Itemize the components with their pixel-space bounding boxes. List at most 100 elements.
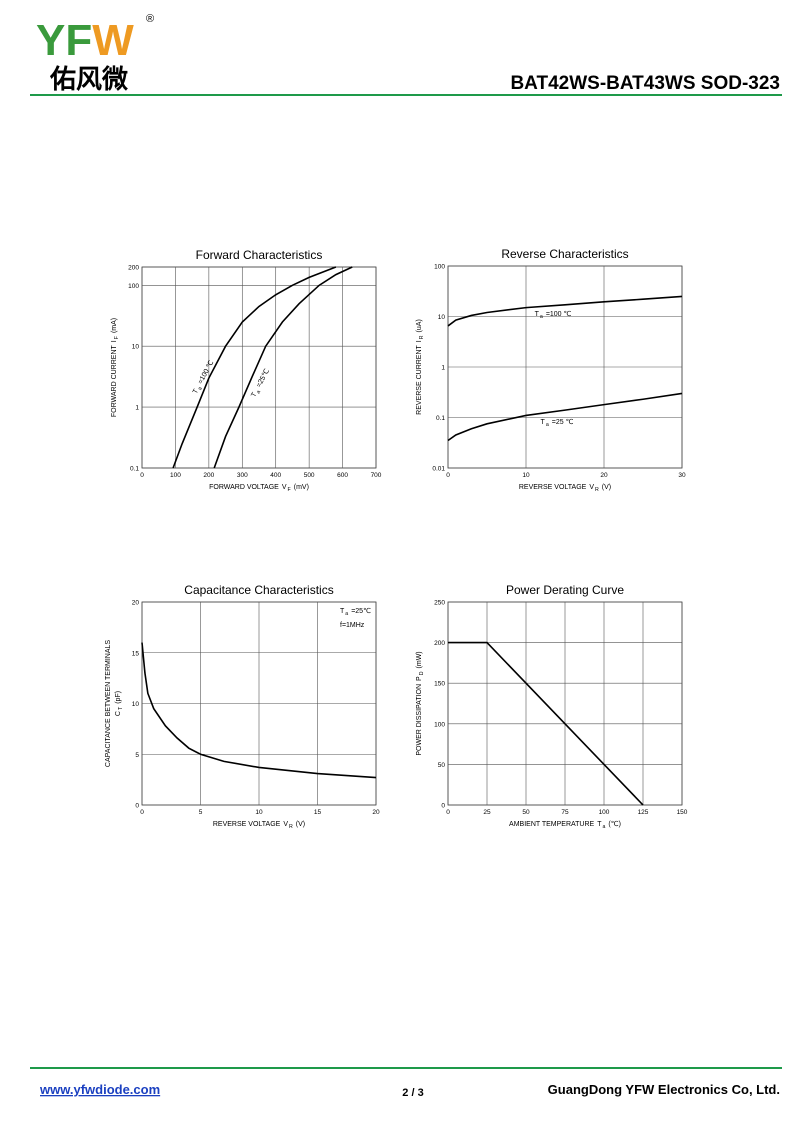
series-line <box>447 295 683 327</box>
label-part: D <box>419 671 425 675</box>
label-part: T <box>250 391 259 399</box>
label-part: T <box>118 706 124 710</box>
label-part: a <box>345 611 348 617</box>
label-part: (pF) <box>115 691 122 704</box>
label-part: POWER DISSIPATION <box>416 684 423 756</box>
label-part: V <box>282 484 287 491</box>
label-part: REVERSE VOLTAGE <box>519 484 587 491</box>
label-part: T <box>597 821 602 828</box>
label-part: =25℃ <box>351 608 371 615</box>
series-line <box>213 266 353 469</box>
y-tick-label: 200 <box>128 265 139 272</box>
label-part: REVERSE VOLTAGE <box>213 821 281 828</box>
label-part: CAPACITANCE BETWEEN TERMINALS <box>105 640 112 768</box>
x-tick-label: 200 <box>203 472 214 479</box>
label-part: FORWARD VOLTAGE <box>209 484 279 491</box>
label-part: I <box>416 340 423 342</box>
website-link[interactable]: www.yfwdiode.com <box>39 1082 160 1097</box>
label-part: R <box>419 335 425 339</box>
y-tick-label: 100 <box>434 721 445 728</box>
label-part: =25℃ <box>256 368 272 389</box>
label-part: V <box>283 821 288 828</box>
logo-cn: 佑风微 <box>49 64 128 94</box>
x-tick-label: 20 <box>372 809 380 816</box>
y-tick-label: 15 <box>132 650 140 657</box>
label-part: R <box>289 824 293 830</box>
y-tick-label: 10 <box>132 344 140 351</box>
logo-left: YF <box>36 16 92 65</box>
chart-title: Capacitance Characteristics <box>184 583 333 597</box>
x-tick-label: 20 <box>600 472 608 479</box>
x-tick-label: 15 <box>314 809 322 816</box>
x-tick-label: 700 <box>371 472 382 479</box>
chart-title: Reverse Characteristics <box>501 247 628 261</box>
x-tick-label: 125 <box>638 809 649 816</box>
label-part: a <box>603 824 606 830</box>
y-tick-label: 1 <box>135 405 139 412</box>
x-axis-label: FORWARD VOLTAGE VF (mV) <box>209 484 309 493</box>
y-tick-label: 0.01 <box>432 466 445 473</box>
label-part: T <box>192 387 201 395</box>
y-axis-label: POWER DISSIPATION PD (mW) <box>416 651 425 755</box>
x-tick-label: 30 <box>678 472 686 479</box>
x-tick-label: 100 <box>170 472 181 479</box>
label-part: a <box>197 386 204 391</box>
x-tick-label: 150 <box>677 809 688 816</box>
header-rule <box>30 94 782 96</box>
series-line <box>447 392 683 442</box>
label-part: (V) <box>602 484 611 491</box>
series-line <box>448 641 644 806</box>
label-part: I <box>111 340 118 342</box>
label-part: T <box>535 311 540 318</box>
x-tick-label: 10 <box>522 472 530 479</box>
label-part: REVERSE CURRENT <box>416 344 423 414</box>
label-part: T <box>541 419 546 426</box>
chart-title: Forward Characteristics <box>196 248 323 262</box>
label-part: (℃) <box>608 821 621 828</box>
x-tick-label: 300 <box>237 472 248 479</box>
x-tick-label: 5 <box>199 809 203 816</box>
series-line <box>141 642 377 779</box>
x-tick-label: 25 <box>483 809 491 816</box>
y-tick-label: 100 <box>128 283 139 290</box>
y-axis-label: REVERSE CURRENT IR (uA) <box>416 319 425 415</box>
series-label: Ta =25 ℃ <box>541 419 574 428</box>
x-tick-label: 500 <box>304 472 315 479</box>
footer-rule <box>30 1067 782 1069</box>
x-tick-label: 100 <box>599 809 610 816</box>
x-axis-label: REVERSE VOLTAGE VR (V) <box>519 484 611 493</box>
x-tick-label: 0 <box>446 809 450 816</box>
label-part: a <box>255 389 262 394</box>
header-title: BAT42WS-BAT43WS SOD-323 <box>510 73 780 94</box>
label-part: FORWARD CURRENT <box>111 344 118 417</box>
label-part: (mW) <box>416 651 423 668</box>
label-part: V <box>589 484 594 491</box>
y-tick-label: 100 <box>434 264 445 271</box>
logo-right: W <box>92 16 134 65</box>
x-tick-label: 10 <box>255 809 263 816</box>
label-part: T <box>340 608 345 615</box>
y-axis-label: CT (pF) <box>115 691 124 716</box>
y-tick-label: 10 <box>438 314 446 321</box>
label-part: F <box>288 487 291 493</box>
y-axis-label: FORWARD CURRENT IF (mA) <box>111 318 120 417</box>
y-tick-label: 0 <box>135 803 139 810</box>
x-axis-label: REVERSE VOLTAGE VR (V) <box>213 821 305 830</box>
y-tick-label: 20 <box>132 600 140 607</box>
logo: YFW <box>36 16 134 65</box>
label-part: (V) <box>296 821 305 828</box>
x-tick-label: 0 <box>446 472 450 479</box>
label-part: f=1MHz <box>340 622 365 629</box>
label-part: =100 ℃ <box>546 311 572 318</box>
x-tick-label: 600 <box>337 472 348 479</box>
y-tick-label: 250 <box>434 600 445 607</box>
x-tick-label: 0 <box>140 809 144 816</box>
x-tick-label: 0 <box>140 472 144 479</box>
y-tick-label: 0.1 <box>436 415 445 422</box>
label-part: (mA) <box>111 318 118 333</box>
y-tick-label: 200 <box>434 640 445 647</box>
company-name: GuangDong YFW Electronics Co, Ltd. <box>548 1082 780 1097</box>
label-part: a <box>540 314 543 320</box>
